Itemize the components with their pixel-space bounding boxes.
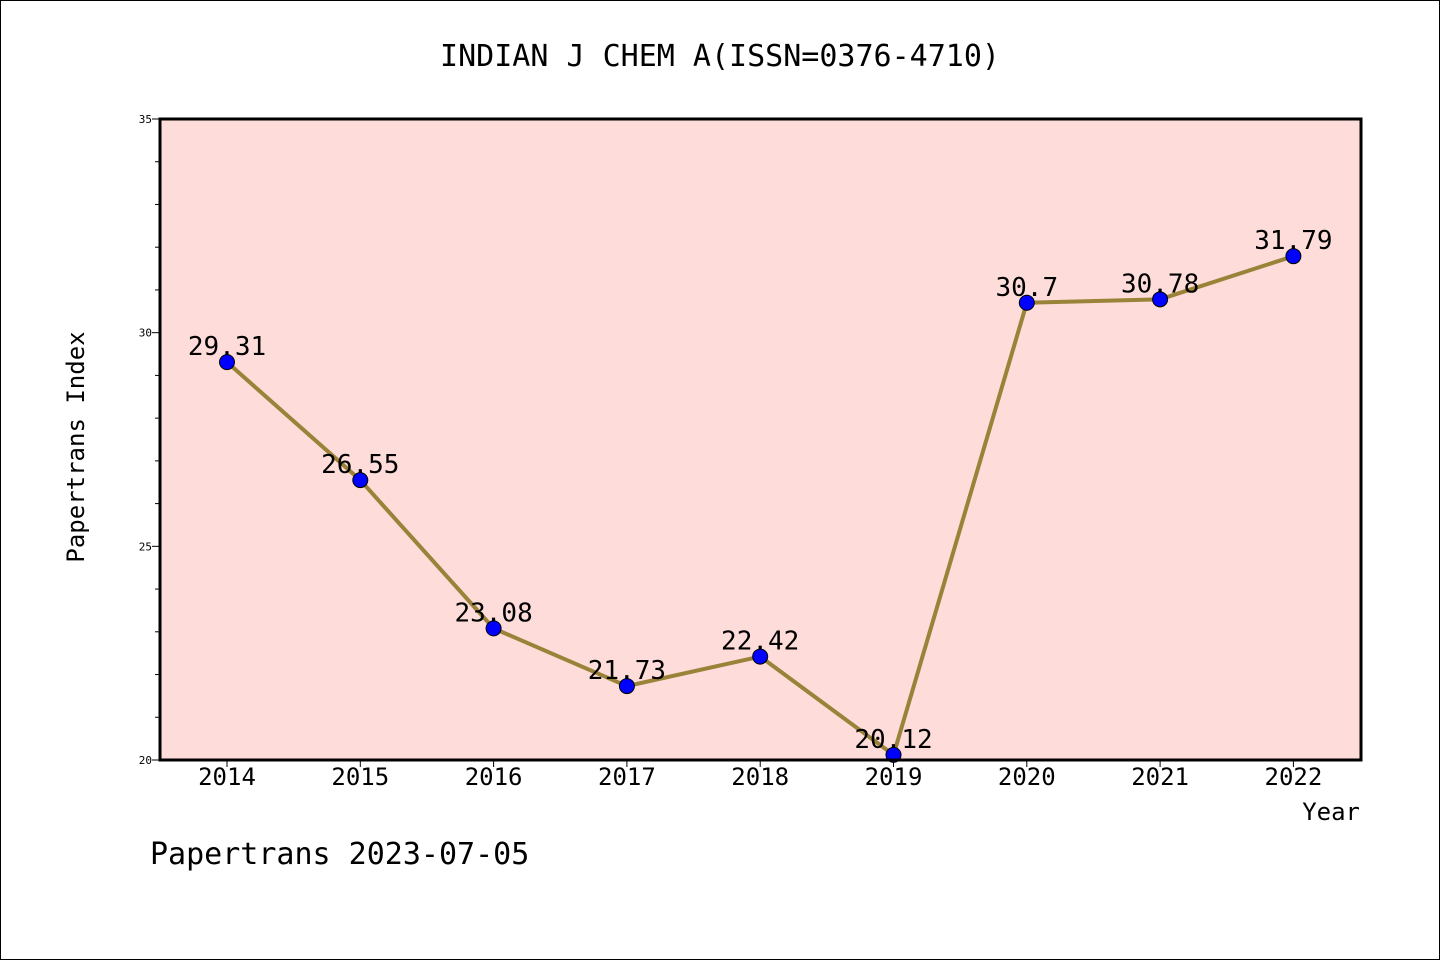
plot-border xyxy=(158,117,1363,762)
y-axis-label: Papertrans Index xyxy=(62,331,90,562)
data-label: 30.7 xyxy=(995,273,1058,303)
data-point xyxy=(618,678,635,695)
data-label: 31.79 xyxy=(1254,226,1332,256)
data-point xyxy=(352,472,369,489)
footer-text: Papertrans 2023-07-05 xyxy=(150,837,529,872)
x-tick-label: 2019 xyxy=(865,763,923,791)
y-tick-label: 20 xyxy=(139,754,152,767)
data-point xyxy=(752,648,769,665)
x-tick-label: 2018 xyxy=(731,763,789,791)
x-axis-label: Year xyxy=(1302,798,1360,826)
data-label: 26.55 xyxy=(321,450,399,480)
y-tick-label: 25 xyxy=(139,540,152,553)
data-label: 21.73 xyxy=(588,656,666,686)
data-label: 20.12 xyxy=(854,725,932,755)
data-label: 29.31 xyxy=(188,332,266,362)
data-point xyxy=(1285,248,1302,265)
x-tick-label: 2014 xyxy=(198,763,256,791)
y-tick-label: 35 xyxy=(139,113,152,126)
data-point xyxy=(219,354,235,371)
x-tick-label: 2016 xyxy=(465,763,523,791)
data-label: 22.42 xyxy=(721,627,799,657)
x-tick-label: 2022 xyxy=(1265,763,1323,791)
data-label: 30.78 xyxy=(1121,269,1199,299)
x-tick-label: 2021 xyxy=(1131,763,1189,791)
data-point xyxy=(485,620,502,637)
data-point xyxy=(1018,294,1035,311)
x-tick-label: 2017 xyxy=(598,763,656,791)
data-point xyxy=(1152,291,1169,308)
x-tick-label: 2015 xyxy=(331,763,389,791)
x-tick-label: 2020 xyxy=(998,763,1056,791)
y-axis-ticks: 20 25 30 35 xyxy=(139,113,160,767)
data-labels: 29.31 26.55 23.08 21.73 22.42 20.12 30.7 30.78 3… xyxy=(188,226,1333,755)
data-label: 23.08 xyxy=(454,598,532,628)
series-layer xyxy=(219,248,1302,763)
x-axis-ticks: 2014 2015 2016 2017 2018 2019 2020 2021 2022 xyxy=(198,760,1322,791)
y-tick-label: 30 xyxy=(139,327,152,340)
chart-title: INDIAN J CHEM A(ISSN=0376-4710) xyxy=(440,39,1000,74)
